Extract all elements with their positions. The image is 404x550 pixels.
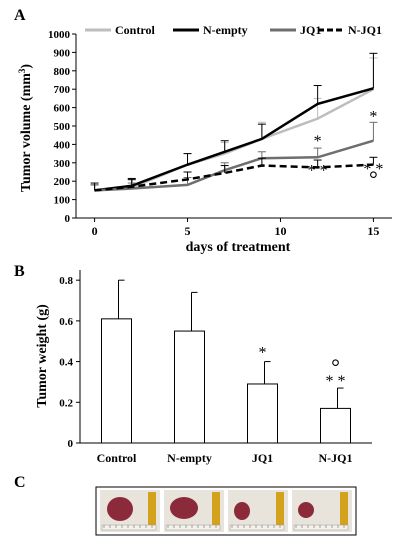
ruler-horizontal (229, 524, 285, 531)
bar-y-ticks: 0 0.2 0.4 0.6 0.8 (59, 275, 80, 450)
bar-y-tick-label: 0.8 (59, 275, 73, 287)
line-y-tick-label: 300 (54, 158, 71, 170)
line-x-tick-label: 10 (274, 224, 286, 238)
bar-significance-marker: * (259, 345, 267, 362)
tumor-photo (228, 490, 288, 532)
line-chart: Control N-empty JQ1 N-JQ1 01002003004005006… (17, 23, 392, 255)
bar-significance-marker: * * (326, 373, 346, 390)
significance-marker: * * (308, 163, 328, 180)
bar-category-label: Control (97, 451, 137, 465)
line-x-label: days of treatment (186, 240, 291, 255)
line-legend: Control N-empty JQ1 N-JQ1 (85, 23, 382, 37)
ruler-horizontal (165, 524, 221, 531)
bars-group (101, 279, 351, 444)
panel-label-c: C (14, 474, 26, 491)
line-y-tick-label: 600 (54, 103, 71, 115)
line-y-tick-label: 0 (65, 213, 71, 225)
bar-category-label: N-JQ1 (319, 451, 353, 465)
line-x-tick-label: 0 (92, 224, 98, 238)
ruler-vertical (212, 492, 220, 526)
line-y-ticks: 0 100 200 300 400 500 600 700 800 900 1000 (48, 29, 76, 225)
bar-y-tick-label: 0.2 (59, 397, 73, 409)
series-n-empty (90, 52, 378, 192)
bar-y-tick-label: 0.6 (59, 316, 73, 328)
bar-chart: 0 0.2 0.4 0.6 0.8 Control N-empty JQ1 N-JQ1 * * … (35, 270, 372, 465)
line-y-label-end: ) (19, 64, 34, 69)
tumor-specimen (298, 502, 314, 518)
panel-label-b: B (14, 263, 25, 280)
significance-marker: * (369, 108, 377, 125)
series-line (94, 87, 374, 192)
significance-marker: * (314, 133, 322, 150)
line-y-tick-label: 100 (54, 195, 71, 207)
line-y-tick-label: 400 (54, 139, 71, 151)
bar-category-labels: Control N-empty JQ1 N-JQ1 (97, 451, 353, 465)
significance-marker: * * (363, 161, 383, 178)
bar-n-empty (174, 330, 205, 444)
line-y-label-sup: 3 (17, 68, 27, 73)
ruler-vertical (340, 492, 348, 526)
line-axes (75, 34, 392, 219)
bar-significance-marker: ° (331, 354, 340, 379)
tumor-photo (164, 490, 224, 532)
tumor-specimen (234, 502, 250, 520)
panel-label-a: A (14, 7, 26, 24)
bar-n-jq1 (320, 407, 351, 444)
line-y-tick-label: 800 (54, 66, 71, 78)
tumor-photo (100, 490, 160, 532)
series-n-jq1 (90, 156, 378, 192)
legend-label: N-JQ1 (348, 23, 382, 37)
series-control (90, 57, 378, 192)
line-annotations: ** *** *° (308, 108, 384, 190)
line-y-label-main: Tumor volume (mm (19, 73, 34, 192)
tumor-specimen (170, 497, 198, 519)
bar-y-tick-label: 0.4 (59, 357, 73, 369)
legend-label: Control (115, 23, 155, 37)
line-y-tick-label: 1000 (48, 29, 71, 41)
line-y-tick-label: 700 (54, 84, 71, 96)
tumor-photo-strip (95, 486, 357, 536)
ruler-horizontal (101, 524, 157, 531)
line-x-ticks: 0 5 10 15 (92, 218, 379, 238)
ruler-vertical (148, 492, 156, 526)
ruler-vertical (276, 492, 284, 526)
series-line (94, 88, 374, 192)
photos-group (100, 490, 352, 532)
bar-annotations: * * *° (259, 345, 346, 390)
line-y-label: Tumor volume (mm3) (17, 64, 34, 193)
bar-category-label: N-empty (167, 451, 212, 465)
ruler-horizontal (293, 524, 349, 531)
line-x-tick-label: 15 (367, 224, 379, 238)
bar-control (101, 318, 132, 444)
bar-y-tick-label: 0 (68, 438, 74, 450)
legend-label: JQ1 (300, 23, 321, 37)
significance-marker: ° (369, 166, 378, 191)
line-x-tick-label: 5 (185, 224, 191, 238)
bar-jq1 (247, 383, 278, 444)
bar-category-label: JQ1 (252, 451, 273, 465)
line-y-tick-label: 500 (54, 121, 71, 133)
line-y-tick-label: 200 (54, 176, 71, 188)
tumor-specimen (107, 497, 133, 521)
legend-label: N-empty (203, 23, 248, 37)
series-line (94, 163, 374, 192)
tumor-photo (292, 490, 352, 532)
bar-y-label: Tumor weight (g) (35, 304, 50, 408)
line-series-group (90, 52, 378, 192)
line-y-tick-label: 900 (54, 47, 71, 59)
